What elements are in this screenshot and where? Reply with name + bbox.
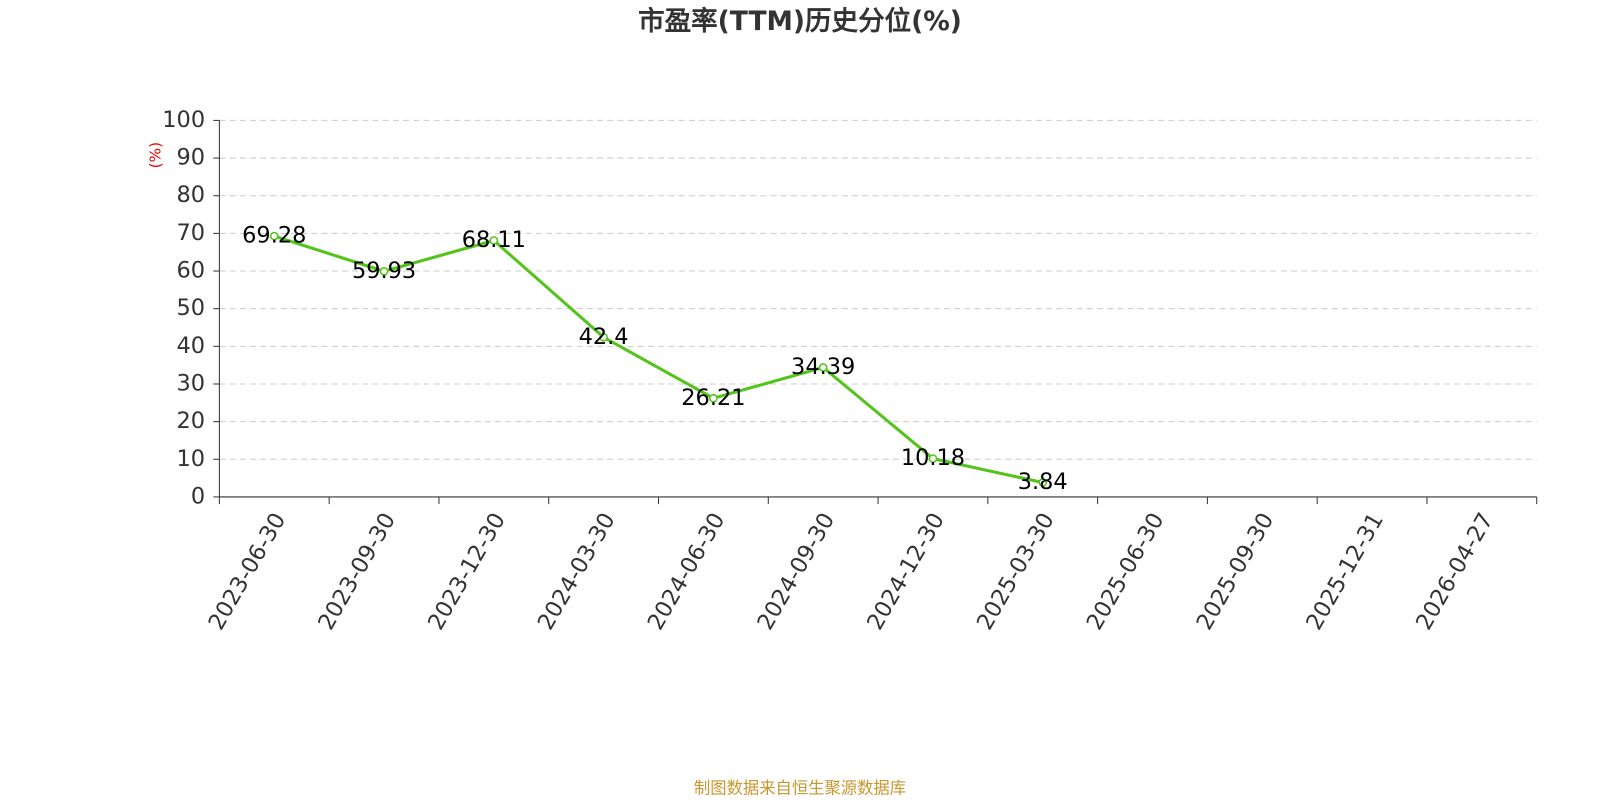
y-tick-label: 50 <box>177 295 206 321</box>
source-note: 制图数据来自恒生聚源数据库 <box>694 778 906 797</box>
data-label: 59.93 <box>352 258 416 284</box>
point <box>709 393 718 403</box>
line <box>273 234 1044 484</box>
point <box>599 332 608 342</box>
y-tick-label: 0 <box>191 483 205 509</box>
data-label: 26.21 <box>681 385 745 411</box>
x-tick-label: 2025-06-30 <box>1082 509 1170 635</box>
data-label: 10.18 <box>901 445 965 471</box>
x-tick-label: 2024-03-30 <box>533 509 621 635</box>
point <box>379 266 389 276</box>
y-tick-label: 10 <box>177 446 206 472</box>
point <box>1038 478 1048 487</box>
point <box>818 363 828 372</box>
y-tick-label: 70 <box>177 220 206 246</box>
point <box>489 236 499 245</box>
x-tick-label: 2023-09-30 <box>313 509 401 635</box>
chart-title: 市盈率(TTM)历史分位(%) <box>638 6 962 37</box>
x-tick-label: 2023-06-30 <box>204 509 292 635</box>
y-tick-label: 80 <box>177 182 206 208</box>
y-tick-label: 90 <box>177 145 206 171</box>
data-label: 69.28 <box>242 223 306 249</box>
data-label: 42.4 <box>579 324 629 350</box>
y-tick-label: 100 <box>162 107 205 133</box>
x-tick-label: 2024-12-30 <box>862 509 950 635</box>
x-tick-label: 2025-12-31 <box>1301 509 1389 635</box>
x-tick-label: 2024-06-30 <box>643 509 731 635</box>
point <box>269 231 279 241</box>
point <box>928 454 938 463</box>
y-tick-label: 30 <box>177 370 206 396</box>
data-label: 3.84 <box>1018 469 1068 495</box>
y-tick-label: 20 <box>177 408 206 434</box>
y-tick-label: 60 <box>177 258 206 284</box>
y-axis-label: (%) <box>147 142 165 168</box>
x-tick-label: 2024-09-30 <box>752 509 840 635</box>
y-tick-label: 40 <box>177 333 206 359</box>
x-tick-label: 2025-03-30 <box>972 509 1060 635</box>
x-tick-label: 2023-12-30 <box>423 509 511 635</box>
data-label: 68.11 <box>462 227 526 253</box>
data-label: 34.39 <box>791 354 855 380</box>
x-tick-label: 2026-04-27 <box>1411 509 1499 635</box>
x-tick-label: 2025-09-30 <box>1192 509 1280 635</box>
